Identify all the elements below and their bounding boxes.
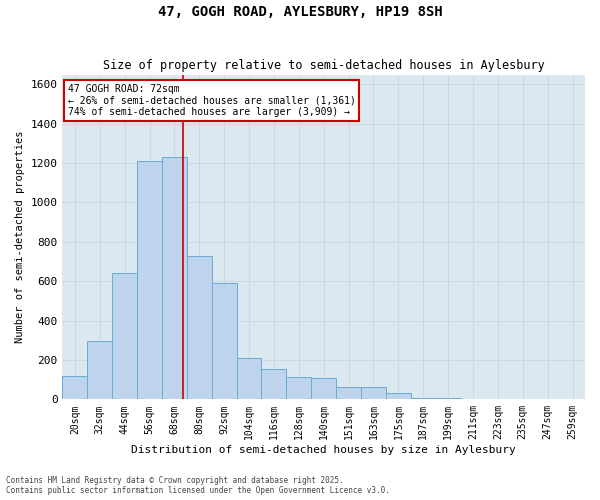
Text: 47, GOGH ROAD, AYLESBURY, HP19 8SH: 47, GOGH ROAD, AYLESBURY, HP19 8SH	[158, 5, 442, 19]
Bar	[62, 376, 88, 400]
Y-axis label: Number of semi-detached properties: Number of semi-detached properties	[15, 130, 25, 343]
Bar	[137, 161, 162, 400]
Bar	[162, 157, 187, 400]
X-axis label: Distribution of semi-detached houses by size in Aylesbury: Distribution of semi-detached houses by …	[131, 445, 516, 455]
Text: Contains HM Land Registry data © Crown copyright and database right 2025.
Contai: Contains HM Land Registry data © Crown c…	[6, 476, 390, 495]
Bar	[411, 398, 436, 400]
Bar	[112, 274, 137, 400]
Bar	[361, 386, 386, 400]
Bar	[286, 376, 311, 400]
Bar	[236, 358, 262, 400]
Bar	[386, 394, 411, 400]
Bar	[336, 386, 361, 400]
Text: 47 GOGH ROAD: 72sqm
← 26% of semi-detached houses are smaller (1,361)
74% of sem: 47 GOGH ROAD: 72sqm ← 26% of semi-detach…	[68, 84, 356, 117]
Bar	[212, 283, 236, 400]
Bar	[187, 256, 212, 400]
Bar	[436, 398, 461, 400]
Bar	[262, 369, 286, 400]
Bar	[88, 342, 112, 400]
Title: Size of property relative to semi-detached houses in Aylesbury: Size of property relative to semi-detach…	[103, 59, 545, 72]
Bar	[461, 398, 485, 400]
Bar	[311, 378, 336, 400]
